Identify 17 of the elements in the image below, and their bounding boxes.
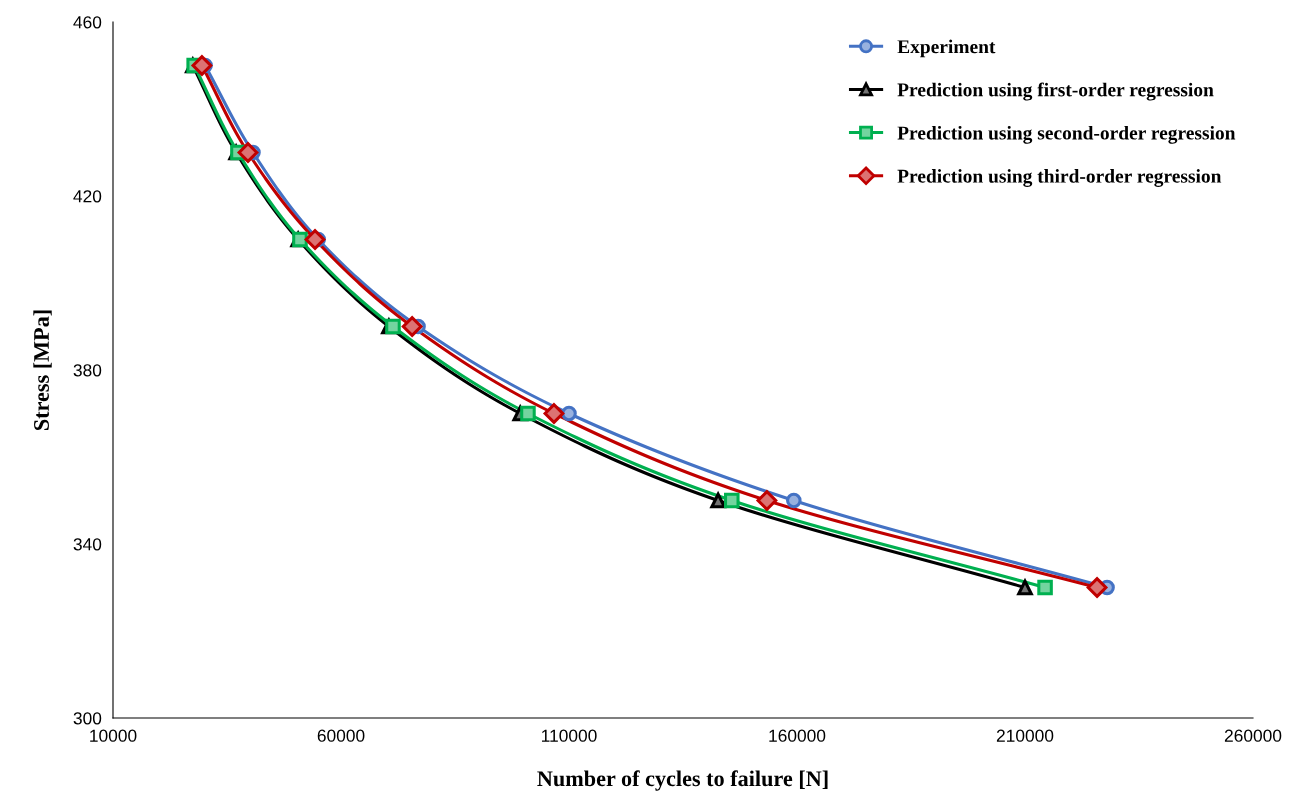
- x-axis-title: Number of cycles to failure [N]: [537, 770, 828, 791]
- y-tick-label: 340: [73, 538, 102, 551]
- legend-label: Prediction using first-order regression: [897, 82, 1214, 101]
- x-tick-label: 260000: [1224, 729, 1282, 742]
- legend-label: Prediction using third-order regression: [897, 169, 1222, 187]
- y-tick-label: 420: [73, 190, 102, 203]
- legend-label: Experiment: [897, 39, 996, 58]
- y-tick-label: 300: [73, 712, 102, 725]
- x-tick-label: 110000: [542, 729, 597, 742]
- legend-label: Prediction using second-order regression: [897, 125, 1236, 144]
- x-tick-label: 10000: [90, 729, 137, 742]
- x-tick-label: 60000: [317, 729, 365, 742]
- y-axis-title: Stress [MPa]: [33, 310, 52, 431]
- y-tick-label: 460: [73, 16, 102, 29]
- y-tick-label: 380: [73, 364, 102, 377]
- x-tick-label: 160000: [769, 729, 826, 742]
- x-tick-label: 210000: [996, 729, 1054, 742]
